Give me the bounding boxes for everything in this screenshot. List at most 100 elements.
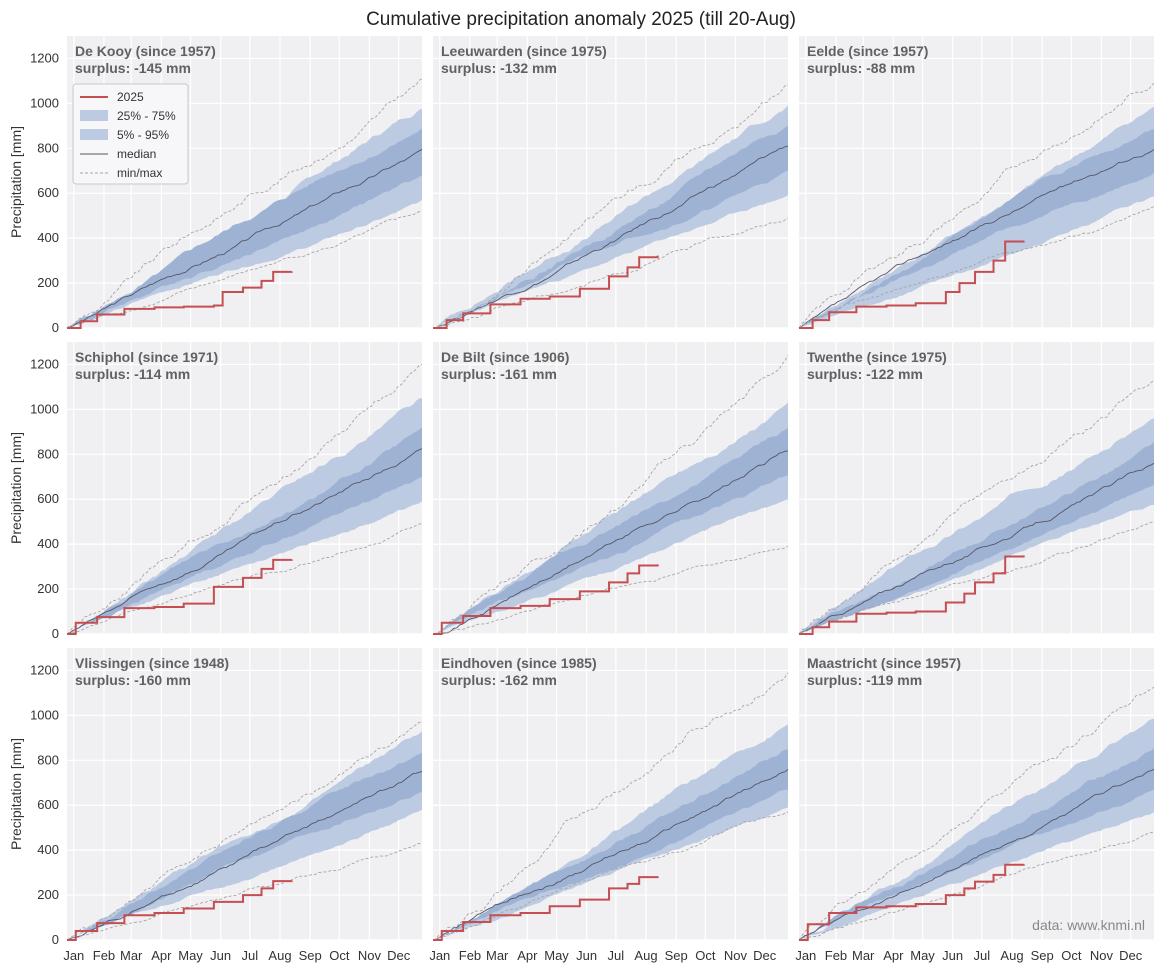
band-5-95 [799, 106, 1154, 328]
y-axis-label: Precipitation [mm] [8, 432, 24, 544]
y-tick-label: 1000 [30, 95, 59, 110]
x-tick-label: Jun [576, 948, 597, 963]
min-line [798, 206, 1155, 329]
x-tick-label: Apr [517, 948, 538, 963]
legend-label: 5% - 95% [117, 128, 169, 142]
x-tick-label: Dec [387, 948, 411, 963]
median-line [432, 768, 789, 941]
obs-2025-line [433, 255, 659, 329]
x-tick-label: Oct [329, 948, 350, 963]
x-tick-label: May [178, 948, 203, 963]
x-tick-label: May [544, 948, 569, 963]
min-line [432, 217, 789, 329]
max-line [798, 82, 1155, 329]
x-tick-label: Feb [825, 948, 847, 963]
y-axis-label: Precipitation [mm] [8, 126, 24, 238]
median-line [66, 149, 423, 329]
max-line [432, 672, 789, 941]
station-title: De Bilt (since 1906) [441, 349, 569, 365]
band-25-75 [433, 749, 788, 940]
y-tick-label: 800 [37, 140, 59, 155]
panel-leeuwarden: Leeuwarden (since 1975)surplus: -132 mm [432, 36, 789, 329]
station-title: Eindhoven (since 1985) [441, 655, 597, 671]
band-5-95 [67, 109, 422, 328]
station-title: Leeuwarden (since 1975) [441, 43, 607, 59]
obs-2025-line [67, 880, 293, 941]
obs-2025-line [67, 558, 293, 635]
y-tick-label: 1000 [30, 707, 59, 722]
x-tick-label: Jan [429, 948, 450, 963]
obs-2025-line [799, 863, 1025, 941]
legend: 2025 25% - 75% 5% - 95% median min/max [72, 83, 189, 185]
obs-2025-line [799, 555, 1025, 635]
median-line [798, 768, 1155, 941]
max-line [432, 84, 789, 329]
median-line [798, 149, 1155, 329]
max-line [798, 379, 1155, 635]
x-tick-label: Aug [634, 948, 657, 963]
y-tick-label: 600 [37, 185, 59, 200]
station-surplus: surplus: -122 mm [807, 366, 923, 382]
figure-title: Cumulative precipitation anomaly 2025 (t… [366, 9, 796, 30]
min-line [798, 521, 1155, 635]
station-surplus: surplus: -162 mm [441, 672, 557, 688]
legend-label: min/max [117, 166, 162, 180]
legend-swatch-iqr [80, 110, 108, 121]
station-surplus: surplus: -132 mm [441, 60, 557, 76]
max-line [66, 364, 423, 635]
band-5-95 [799, 418, 1154, 634]
station-surplus: surplus: -88 mm [807, 60, 915, 76]
x-tick-label: Apr [883, 948, 904, 963]
watermark: data: www.knmi.nl [1032, 917, 1145, 933]
x-tick-label: Jul [242, 948, 259, 963]
median-line [798, 462, 1155, 635]
y-tick-label: 1200 [30, 662, 59, 677]
station-title: Vlissingen (since 1948) [75, 655, 229, 671]
y-tick-label: 200 [37, 581, 59, 596]
station-surplus: surplus: -161 mm [441, 366, 557, 382]
x-tick-label: Apr [151, 948, 172, 963]
y-tick-label: 800 [37, 752, 59, 767]
x-tick-label: Sep [1031, 948, 1054, 963]
band-25-75 [799, 747, 1154, 940]
panel-de-kooy: 0 200 400 600 800 1000 1200 Precipitation [mm] D… [8, 36, 423, 335]
x-tick-label: Jan [63, 948, 84, 963]
obs-2025-line [433, 876, 659, 941]
x-tick-label: Oct [1061, 948, 1082, 963]
band-5-95 [433, 402, 788, 634]
x-tick-label: Dec [1119, 948, 1143, 963]
max-line [798, 686, 1155, 941]
x-tick-label: Jun [942, 948, 963, 963]
min-line [66, 842, 423, 941]
x-tick-label: Feb [459, 948, 481, 963]
obs-2025-line [799, 240, 1025, 329]
x-tick-label: Jul [608, 948, 625, 963]
y-tick-label: 200 [37, 887, 59, 902]
panel-twenthe: Twenthe (since 1975)surplus: -122 mm [798, 342, 1155, 635]
y-tick-label: 400 [37, 842, 59, 857]
obs-2025-line [67, 270, 293, 329]
min-line [432, 811, 789, 941]
median-line [432, 145, 789, 329]
y-tick-label: 0 [52, 932, 59, 947]
x-tick-label: Nov [1090, 948, 1114, 963]
band-25-75 [433, 125, 788, 328]
band-25-75 [799, 441, 1154, 634]
y-tick-label: 600 [37, 491, 59, 506]
max-line [432, 355, 789, 635]
y-tick-label: 400 [37, 536, 59, 551]
legend-label: 2025 [117, 90, 144, 104]
band-5-95 [433, 105, 788, 328]
legend-label: median [117, 147, 156, 161]
panel-maastricht: Jan Feb Mar Apr May Jun Jul Aug Sep Oct Nov Dec Maas… [795, 648, 1155, 963]
station-title: Twenthe (since 1975) [807, 349, 947, 365]
band-25-75 [433, 428, 788, 634]
x-tick-label: Dec [753, 948, 777, 963]
station-surplus: surplus: -160 mm [75, 672, 191, 688]
station-title: Eelde (since 1957) [807, 43, 928, 59]
y-tick-label: 0 [52, 626, 59, 641]
y-tick-label: 1200 [30, 356, 59, 371]
band-25-75 [67, 752, 422, 940]
x-tick-label: Jul [974, 948, 991, 963]
